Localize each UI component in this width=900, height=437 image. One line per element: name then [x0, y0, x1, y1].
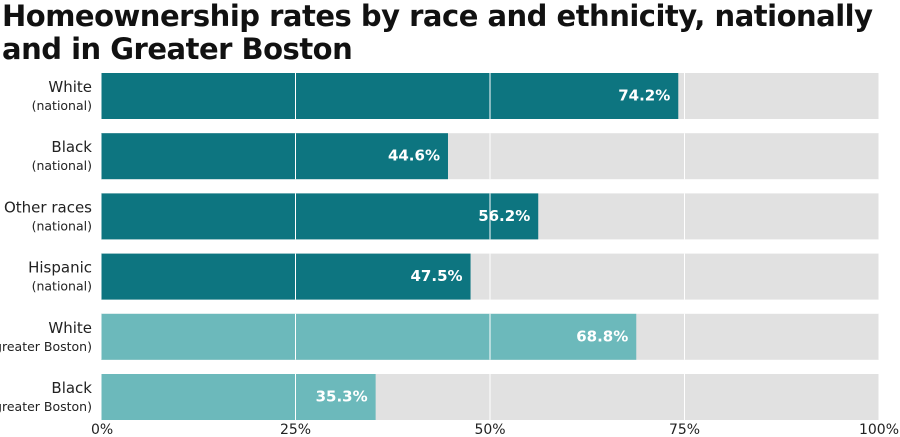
value-label: 35.3% [316, 388, 368, 406]
value-label: 68.8% [576, 327, 628, 345]
bar [101, 374, 376, 420]
category-label: White (national) [32, 78, 92, 113]
bar [101, 133, 448, 180]
chart-title: Homeownership rates by race and ethnicit… [2, 0, 873, 66]
value-label: 74.2% [618, 87, 670, 105]
x-tick-label: 75% [669, 422, 700, 437]
category-label: Black (national) [32, 138, 93, 173]
bar [101, 193, 539, 240]
bar [101, 313, 637, 360]
category-label: Black(greater Boston) [0, 379, 92, 414]
x-tick-label: 0% [91, 422, 113, 437]
value-label: 47.5% [411, 267, 463, 285]
x-tick-label: 100% [859, 422, 899, 437]
bar [101, 253, 471, 300]
category-label: White(greater Boston) [0, 318, 92, 353]
value-label: 44.6% [388, 147, 440, 165]
x-tick-label: 25% [280, 422, 311, 437]
category-label: Other races (national) [4, 198, 92, 233]
value-label: 56.2% [478, 207, 530, 225]
bar [101, 73, 679, 119]
x-tick-label: 50% [474, 422, 505, 437]
category-label: Hispanic (national) [28, 258, 92, 293]
